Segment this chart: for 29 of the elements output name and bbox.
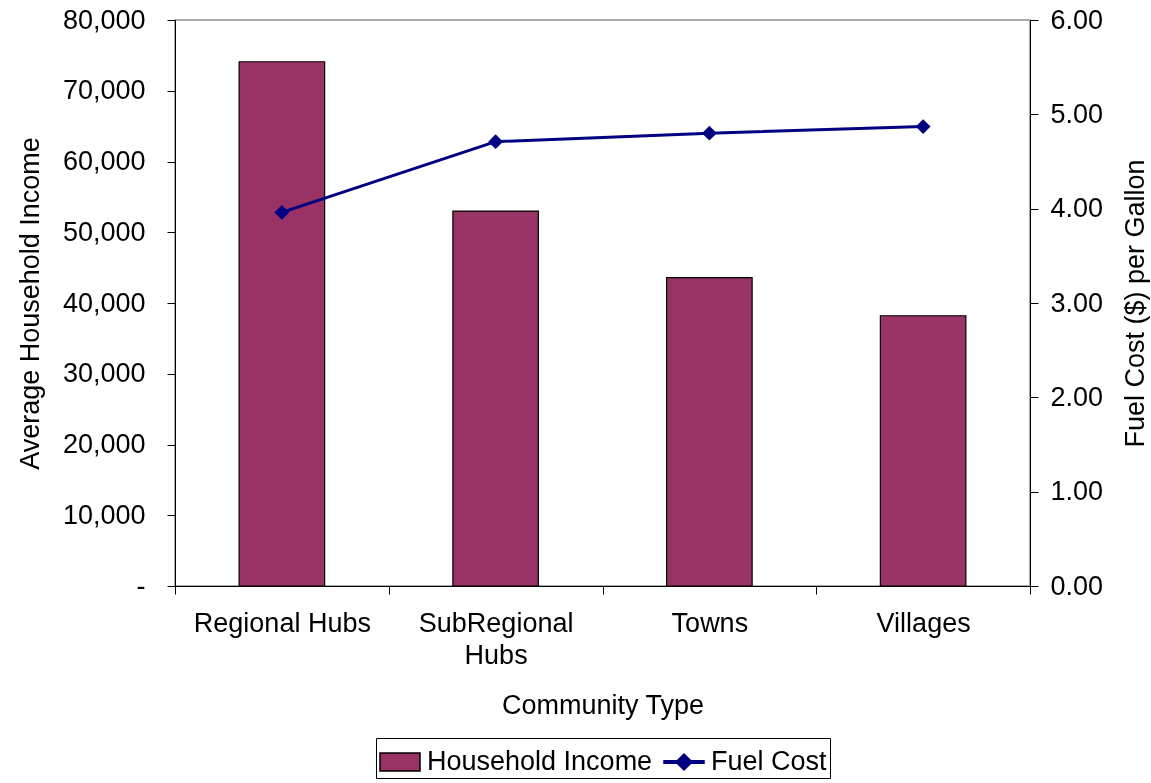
y2-tick-label: 1.00 xyxy=(1050,476,1104,507)
y-tick-label: 80,000 xyxy=(62,4,146,35)
point xyxy=(701,125,717,141)
y-tick-label: 10,000 xyxy=(62,499,146,530)
y-tick-label: 70,000 xyxy=(62,75,146,106)
legend-label: Household Income xyxy=(427,746,653,776)
point xyxy=(274,205,290,220)
point xyxy=(488,134,504,150)
y-tick-label: - xyxy=(136,570,146,601)
y2-tick-label: 5.00 xyxy=(1050,98,1104,129)
y2-tick-label: 0.00 xyxy=(1050,570,1104,601)
y-tick-label: 40,000 xyxy=(62,287,146,318)
y-tick-label: 50,000 xyxy=(62,216,146,247)
y-tick-label: 60,000 xyxy=(62,146,146,176)
x-tick-label: Towns xyxy=(671,607,749,638)
x-tick-label: Regional Hubs xyxy=(193,607,371,638)
y-axis-title: Average Household Income xyxy=(14,137,45,470)
x-axis-title: Community Type xyxy=(501,689,705,720)
y-tick-label: 30,000 xyxy=(62,358,146,389)
x-tick-label: SubRegional Hubs xyxy=(418,607,574,670)
y2-tick-label: 2.00 xyxy=(1050,381,1104,412)
y2-tick-label: 3.00 xyxy=(1050,287,1104,318)
legend-label: Fuel Cost xyxy=(711,746,828,776)
y2-axis-title: Fuel Cost ($) per Gallon xyxy=(1120,159,1151,448)
y-tick-label: 20,000 xyxy=(62,429,146,459)
x-tick-label: Villages xyxy=(876,607,971,638)
point xyxy=(915,119,931,135)
y2-tick-label: 4.00 xyxy=(1050,193,1104,224)
y2-tick-label: 6.00 xyxy=(1050,4,1104,35)
